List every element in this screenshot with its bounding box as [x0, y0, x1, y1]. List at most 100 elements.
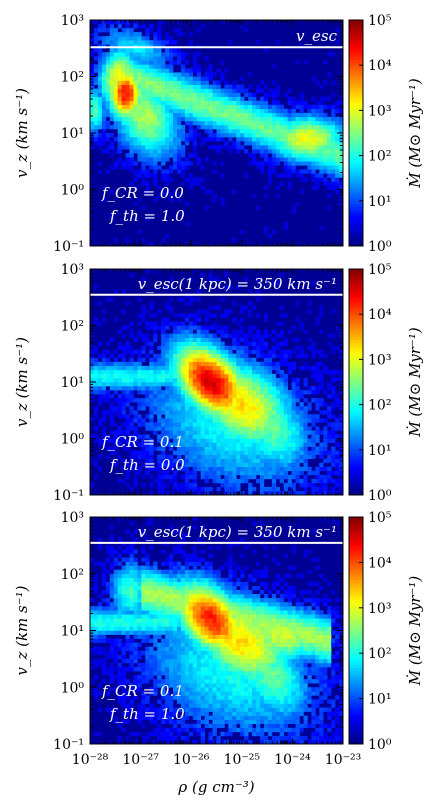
- heatmap-cell: [331, 333, 336, 338]
- heatmap-cell: [279, 120, 284, 126]
- colorbar-segment: [349, 356, 363, 360]
- heatmap-cell: [117, 630, 122, 635]
- heatmap-cell: [133, 60, 138, 65]
- heatmap-cell: [105, 377, 111, 383]
- heatmap-cell: [133, 581, 138, 587]
- heatmap-cell: [133, 52, 138, 57]
- heatmap-cell: [208, 108, 213, 114]
- heatmap-cell: [236, 145, 241, 150]
- heatmap-cell: [161, 581, 166, 587]
- heatmap-cell: [169, 386, 174, 391]
- heatmap-cell: [161, 153, 166, 158]
- heatmap-cell: [117, 369, 122, 375]
- heatmap-cell: [248, 116, 253, 122]
- heatmap-cell: [248, 462, 253, 468]
- heatmap-cell: [97, 658, 103, 664]
- heatmap-cell: [275, 369, 281, 375]
- heatmap-cell: [129, 557, 134, 562]
- colorbar-segment: [349, 393, 363, 397]
- heatmap-cell: [192, 333, 198, 338]
- heatmap-cell: [109, 48, 115, 53]
- heatmap-cell: [259, 161, 265, 166]
- heatmap-cell: [105, 446, 111, 451]
- heatmap-cell: [303, 116, 308, 122]
- heatmap-cell: [283, 446, 288, 451]
- heatmap-cell: [169, 418, 174, 423]
- heatmap-cell: [335, 161, 340, 166]
- heatmap-cell: [165, 48, 170, 53]
- heatmap-cell: [176, 100, 182, 106]
- heatmap-cell: [184, 434, 190, 439]
- heatmap-cell: [149, 618, 154, 623]
- heatmap-cell: [248, 382, 253, 387]
- heatmap-cell: [299, 434, 304, 439]
- heatmap-cell: [117, 149, 122, 154]
- heatmap-cell: [93, 365, 99, 371]
- heatmap-cell: [129, 40, 134, 45]
- heatmap-cell: [101, 120, 107, 126]
- heatmap-cell: [327, 410, 332, 415]
- heatmap-cell: [93, 357, 99, 363]
- heatmap-cell: [149, 305, 154, 310]
- heatmap-cell: [283, 124, 288, 130]
- heatmap-cell: [200, 96, 205, 102]
- heatmap-cell: [307, 442, 312, 447]
- heatmap-cell: [173, 28, 178, 33]
- heatmap-cell: [200, 410, 205, 415]
- heatmap-cell: [101, 60, 107, 65]
- heatmap-cell: [157, 72, 162, 77]
- heatmap-cell: [149, 406, 154, 411]
- heatmap-cell: [161, 145, 166, 150]
- heatmap-cell: [216, 133, 221, 138]
- heatmap-cell: [113, 60, 118, 65]
- heatmap-cell: [173, 373, 178, 379]
- heatmap-cell: [133, 585, 138, 591]
- heatmap-cell: [283, 410, 288, 415]
- heatmap-cell: [295, 422, 300, 427]
- heatmap-cell: [121, 104, 126, 110]
- heatmap-cell: [149, 80, 154, 85]
- heatmap-cell: [173, 40, 178, 45]
- heatmap-cell: [129, 108, 134, 114]
- heatmap-cell: [121, 76, 126, 81]
- heatmap-cell: [204, 466, 209, 472]
- heatmap-cell: [133, 577, 138, 583]
- heatmap-cell: [256, 329, 261, 334]
- heatmap-cell: [133, 614, 138, 619]
- heatmap-cell: [263, 446, 269, 451]
- heatmap-cell: [299, 169, 304, 174]
- heatmap-cell: [232, 337, 237, 342]
- heatmap-cell: [315, 414, 320, 419]
- heatmap-cell: [267, 426, 273, 431]
- heatmap-cell: [125, 365, 130, 371]
- heatmap-cell: [129, 161, 134, 166]
- heatmap-cell: [145, 333, 150, 338]
- heatmap-cell: [109, 112, 115, 118]
- heatmap-cell: [216, 377, 221, 383]
- heatmap-cell: [287, 458, 292, 464]
- heatmap-cell: [184, 301, 190, 306]
- heatmap-cell: [200, 474, 205, 480]
- heatmap-cell: [125, 711, 130, 716]
- y-tick-label: 10²: [61, 70, 84, 86]
- heatmap-cell: [311, 486, 316, 492]
- heatmap-cell: [263, 229, 269, 235]
- heatmap-cell: [248, 414, 253, 419]
- heatmap-cell: [161, 173, 166, 178]
- heatmap-cell: [137, 585, 142, 591]
- colorbar-segment: [349, 116, 363, 120]
- heatmap-cell: [129, 662, 134, 668]
- heatmap-cell: [101, 104, 107, 110]
- heatmap-cell: [117, 24, 122, 29]
- heatmap-cell: [287, 462, 292, 468]
- heatmap-cell: [252, 390, 257, 395]
- heatmap-cell: [192, 402, 198, 407]
- heatmap-cell: [161, 731, 166, 737]
- heatmap-cell: [145, 557, 150, 562]
- heatmap-cell: [259, 341, 265, 346]
- heatmap-cell: [184, 454, 190, 459]
- heatmap-cell: [157, 357, 162, 363]
- heatmap-cell: [153, 426, 158, 431]
- heatmap-cell: [125, 589, 130, 595]
- heatmap-cell: [121, 88, 126, 93]
